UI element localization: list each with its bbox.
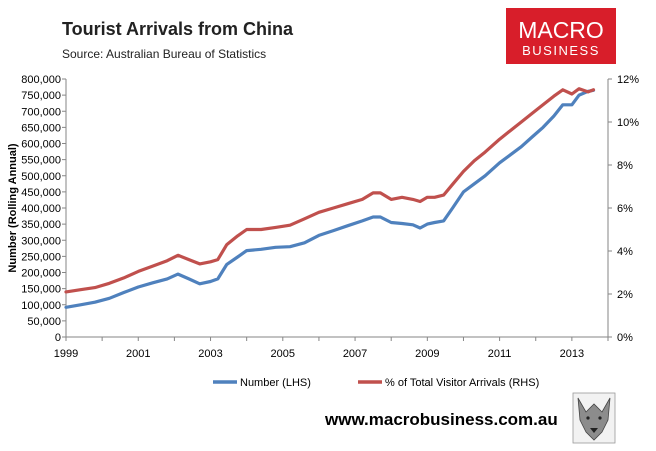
right-tick-label: 8% [617, 160, 633, 172]
chart-title: Tourist Arrivals from China [62, 19, 294, 39]
left-tick-label: 350,000 [21, 219, 61, 231]
series-lines [64, 87, 596, 309]
x-tick-label: 2011 [488, 348, 512, 360]
logo-line1: MACRO [518, 17, 604, 43]
x-tick-label: 2009 [415, 348, 439, 360]
y-axis-label: Number (Rolling Annual) [7, 143, 19, 272]
left-axis-ticks: 0 50,000 100,000 150,000 200,000 250,000 300,0… [21, 74, 66, 344]
left-tick-label: 400,000 [21, 203, 61, 215]
legend-label-number: Number (LHS) [240, 377, 311, 389]
right-tick-label: 10% [617, 117, 639, 129]
right-axis-ticks: 0% 2% 4% 6% 8% 10% 12% [608, 74, 639, 344]
x-axis-ticks: 1999 2001 2003 2005 2007 2009 2011 2013 [54, 337, 609, 360]
left-tick-label: 300,000 [21, 235, 61, 247]
x-tick-label: 2007 [343, 348, 367, 360]
right-tick-label: 12% [617, 74, 639, 86]
website-url: www.macrobusiness.com.au [324, 410, 558, 429]
right-tick-label: 4% [617, 246, 633, 258]
logo-line2: BUSINESS [522, 43, 600, 58]
left-tick-label: 450,000 [21, 187, 61, 199]
left-tick-label: 200,000 [21, 268, 61, 280]
left-tick-label: 800,000 [21, 74, 61, 86]
x-tick-label: 2003 [198, 348, 222, 360]
series-line-number [64, 88, 596, 309]
left-tick-label: 150,000 [21, 284, 61, 296]
left-tick-label: 650,000 [21, 122, 61, 134]
left-tick-label: 100,000 [21, 300, 61, 312]
chart-subtitle: Source: Australian Bureau of Statistics [62, 47, 266, 61]
legend-label-share: % of Total Visitor Arrivals (RHS) [385, 377, 539, 389]
left-tick-label: 700,000 [21, 106, 61, 118]
left-tick-label: 750,000 [21, 90, 61, 102]
x-tick-label: 2005 [271, 348, 295, 360]
series-line-share [64, 87, 596, 294]
right-tick-label: 0% [617, 332, 633, 344]
left-tick-label: 600,000 [21, 139, 61, 151]
left-tick-label: 0 [55, 332, 61, 344]
x-tick-label: 1999 [54, 348, 78, 360]
wolf-head-icon [572, 392, 616, 444]
x-tick-label: 2013 [560, 348, 584, 360]
x-tick-label: 2001 [126, 348, 150, 360]
logo-background [506, 8, 616, 64]
legend: Number (LHS) % of Total Visitor Arrivals… [213, 377, 539, 389]
right-tick-label: 6% [617, 203, 633, 215]
left-tick-label: 50,000 [27, 316, 61, 328]
macrobusiness-logo: MACRO BUSINESS [506, 8, 616, 64]
left-tick-label: 500,000 [21, 171, 61, 183]
right-tick-label: 2% [617, 289, 633, 301]
left-tick-label: 250,000 [21, 251, 61, 263]
left-tick-label: 550,000 [21, 155, 61, 167]
